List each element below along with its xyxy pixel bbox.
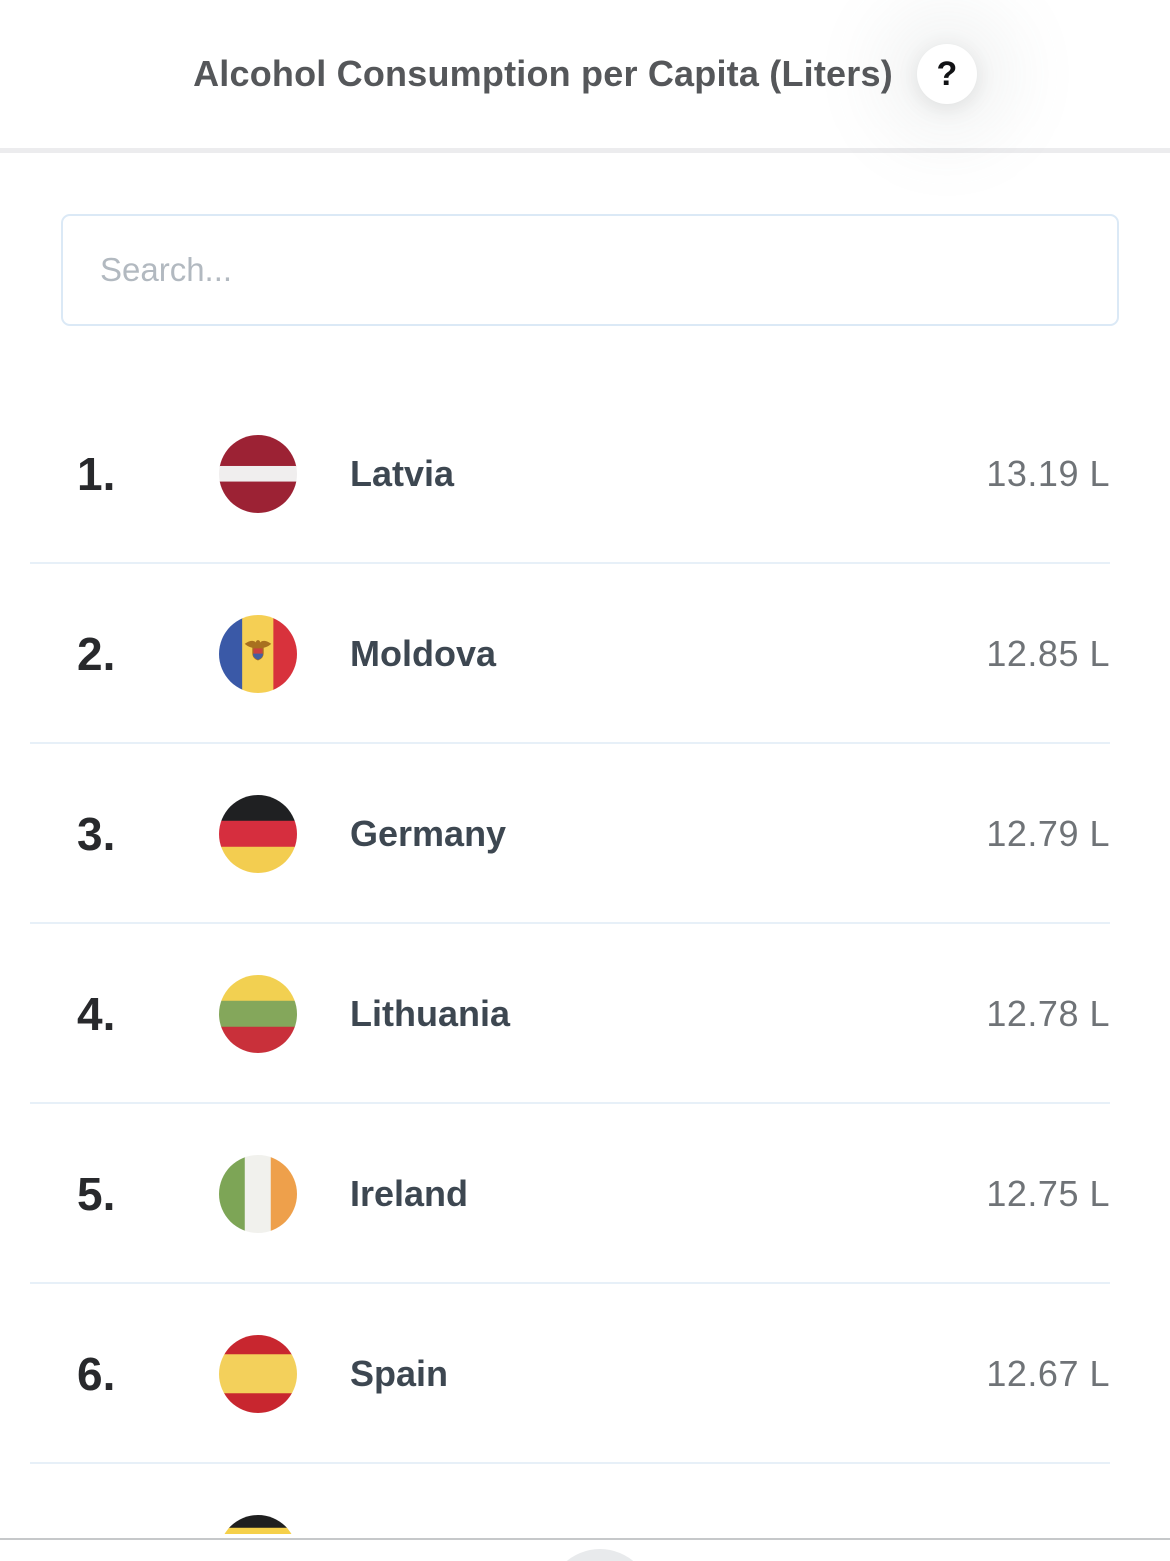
consumption-value: 12.78 L — [986, 993, 1110, 1034]
row-divider — [30, 562, 1110, 564]
card-bottom-border — [0, 1538, 1170, 1540]
country-name: Lithuania — [350, 993, 510, 1034]
rank-number: 3. — [77, 808, 116, 860]
country-name: Germany — [350, 813, 507, 854]
consumption-value: 12.79 L — [986, 813, 1110, 854]
rank-number: 5. — [77, 1168, 116, 1220]
consumption-value: 12.67 L — [986, 1353, 1110, 1394]
widget-header: Alcohol Consumption per Capita (Liters) … — [0, 0, 1170, 153]
scroll-button-peek[interactable] — [548, 1549, 652, 1561]
ranking-row[interactable]: 3. Germany 12.79 L — [0, 744, 1170, 924]
country-name: Spain — [350, 1353, 449, 1394]
ranking-row[interactable] — [0, 1464, 1170, 1534]
country-flag-icon — [219, 615, 297, 693]
country-flag-icon — [219, 1155, 297, 1233]
consumption-value: 12.85 L — [986, 633, 1110, 674]
ranking-row[interactable]: 1. Latvia 13.19 L — [0, 384, 1170, 564]
country-name: Latvia — [350, 453, 455, 494]
rank-number: 2. — [77, 628, 116, 680]
ranking-list: 1. Latvia 13.19 L 2. Moldova 12.85 L 3. … — [0, 384, 1170, 1534]
ranking-row[interactable]: 6. Spain 12.67 L — [0, 1284, 1170, 1464]
country-flag-icon — [219, 1335, 297, 1413]
search-container — [61, 214, 1119, 326]
row-divider — [30, 1462, 1110, 1464]
row-divider — [30, 742, 1110, 744]
consumption-value: 12.75 L — [986, 1173, 1110, 1214]
help-button[interactable]: ? — [916, 44, 977, 104]
country-flag-icon — [219, 975, 297, 1053]
widget-title: Alcohol Consumption per Capita (Liters) — [193, 53, 893, 94]
ranking-row[interactable]: 5. Ireland 12.75 L — [0, 1104, 1170, 1284]
country-flag-icon — [219, 795, 297, 873]
country-flag-icon — [219, 435, 297, 513]
consumption-value: 13.19 L — [986, 453, 1110, 494]
row-divider — [30, 922, 1110, 924]
ranking-row[interactable]: 4. Lithuania 12.78 L — [0, 924, 1170, 1104]
row-divider — [30, 1282, 1110, 1284]
ranking-row[interactable]: 2. Moldova 12.85 L — [0, 564, 1170, 744]
country-flag-icon — [219, 1515, 297, 1534]
row-divider — [30, 1102, 1110, 1104]
search-input[interactable] — [61, 214, 1119, 326]
rank-number: 1. — [77, 448, 116, 500]
rank-number: 4. — [77, 988, 116, 1040]
country-name: Moldova — [350, 633, 497, 674]
country-name: Ireland — [350, 1173, 469, 1214]
rank-number: 6. — [77, 1348, 116, 1400]
